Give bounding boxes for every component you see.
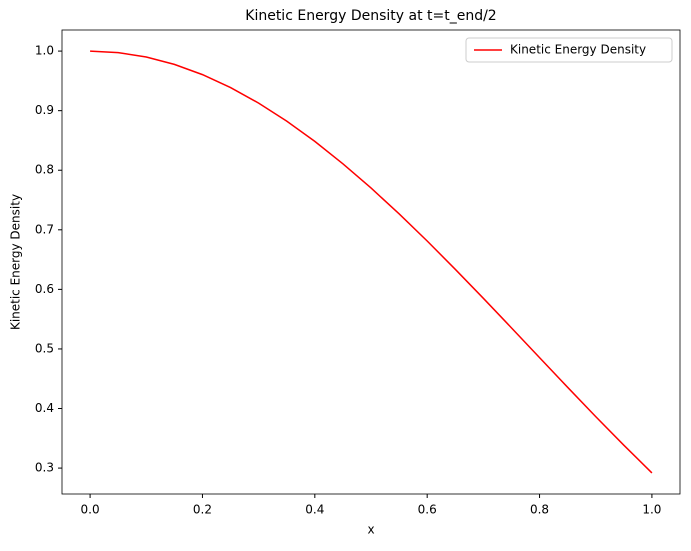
x-tick-label: 0.6 <box>418 503 437 517</box>
legend-label: Kinetic Energy Density <box>510 43 646 57</box>
y-tick-label: 0.6 <box>35 282 54 296</box>
chart-title: Kinetic Energy Density at t=t_end/2 <box>245 8 496 24</box>
y-tick-label: 0.7 <box>35 222 54 236</box>
plot-frame <box>61 29 681 495</box>
x-tick-label: 0.8 <box>530 503 549 517</box>
line-series <box>90 50 653 474</box>
y-axis-label: Kinetic Energy Density <box>9 194 23 330</box>
y-tick-label: 1.0 <box>35 44 54 58</box>
y-tick-label: 0.8 <box>35 163 54 177</box>
x-tick-label: 0.2 <box>193 503 212 517</box>
y-tick-label: 0.3 <box>35 461 54 475</box>
x-tick-label: 1.0 <box>642 503 661 517</box>
legend-box <box>465 37 673 63</box>
x-tick-label: 0.4 <box>305 503 324 517</box>
y-tick-label: 0.9 <box>35 103 54 117</box>
y-tick-label: 0.5 <box>35 341 54 355</box>
x-tick-label: 0.0 <box>81 503 100 517</box>
x-axis-label: x <box>367 523 374 537</box>
y-tick-label: 0.4 <box>35 401 54 415</box>
